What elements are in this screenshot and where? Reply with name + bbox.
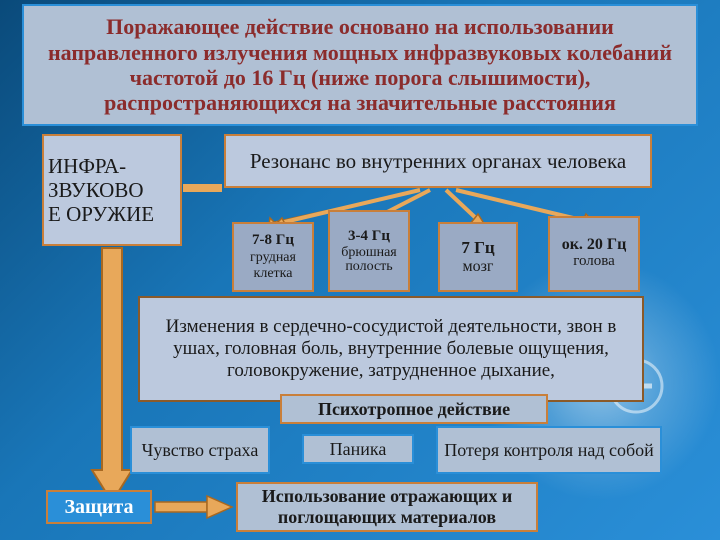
psycho-title-text: Психотропное действие	[318, 399, 510, 420]
freq-organ: мозг	[462, 258, 493, 276]
main-label-l3: Е ОРУЖИЕ	[48, 202, 154, 226]
freq-organ: брюшная полость	[330, 246, 408, 274]
freq-organ: голова	[573, 253, 615, 270]
psycho-text: Паника	[330, 439, 387, 460]
freq-organ: грудная клетка	[234, 250, 312, 282]
freq-box-3: ок. 20 Гц голова	[548, 216, 640, 292]
freq-hz: 3-4 Гц	[348, 228, 390, 245]
defense-arrow	[155, 496, 232, 518]
freq-box-1: 3-4 Гц брюшная полость	[328, 210, 410, 292]
main-label-l1: ИНФРА-	[48, 154, 126, 178]
resonance-title: Резонанс во внутренних органах человека	[224, 134, 652, 188]
defense-desc-text: Использование отражающих и поглощающих м…	[238, 486, 536, 527]
title-text: Поражающее действие основано на использо…	[34, 14, 686, 115]
symptoms-text: Изменения в сердечно-сосудистой деятельн…	[154, 316, 628, 382]
defense-desc: Использование отражающих и поглощающих м…	[236, 482, 538, 532]
freq-box-0: 7-8 Гц грудная клетка	[232, 222, 314, 292]
freq-hz: ок. 20 Гц	[562, 237, 627, 253]
psycho-box-0: Чувство страха	[130, 426, 270, 474]
psycho-box-1: Паника	[302, 434, 414, 464]
freq-box-2: 7 Гц мозг	[438, 222, 518, 292]
defense-label: Защита	[46, 490, 152, 524]
freq-hz: 7-8 Гц	[252, 232, 294, 249]
title-panel: Поражающее действие основано на использо…	[22, 4, 698, 126]
resonance-title-text: Резонанс во внутренних органах человека	[250, 149, 626, 173]
big-down-arrow	[92, 248, 132, 502]
freq-hz: 7 Гц	[461, 238, 494, 258]
psycho-text: Чувство страха	[142, 440, 259, 461]
psycho-text: Потеря контроля над собой	[444, 440, 654, 461]
defense-label-text: Защита	[64, 496, 133, 519]
main-label-l2: ЗВУКОВО	[48, 178, 144, 202]
psycho-title: Психотропное действие	[280, 394, 548, 424]
symptoms-panel: Изменения в сердечно-сосудистой деятельн…	[138, 296, 644, 402]
psycho-box-2: Потеря контроля над собой	[436, 426, 662, 474]
weapon-main-label: ИНФРА- ЗВУКОВО Е ОРУЖИЕ	[42, 134, 182, 246]
